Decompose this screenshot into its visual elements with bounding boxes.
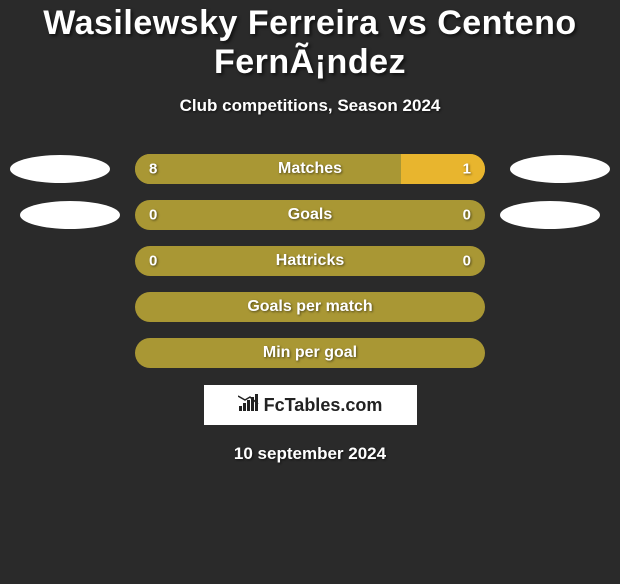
- stat-value-left: 8: [149, 161, 157, 178]
- stat-row: Goals per match: [0, 292, 620, 322]
- stat-bar: 0 Hattricks 0: [135, 246, 485, 276]
- stat-bar: 0 Goals 0: [135, 200, 485, 230]
- stat-value-right: 1: [463, 161, 471, 178]
- stat-row: 0 Goals 0: [0, 200, 620, 230]
- stat-bar: 8 Matches 1: [135, 154, 485, 184]
- subtitle: Club competitions, Season 2024: [0, 96, 620, 116]
- stat-value-right: 0: [463, 253, 471, 270]
- stat-label: Goals: [288, 206, 332, 224]
- stats-rows: 8 Matches 1 0 Goals 0 0 Hattricks: [0, 154, 620, 368]
- stat-row: 0 Hattricks 0: [0, 246, 620, 276]
- bar-right-fill: [401, 154, 485, 184]
- stat-label: Matches: [278, 160, 342, 178]
- stat-value-left: 0: [149, 207, 157, 224]
- page-title: Wasilewsky Ferreira vs Centeno FernÃ¡nde…: [0, 4, 620, 82]
- stat-row: Min per goal: [0, 338, 620, 368]
- stat-label: Hattricks: [276, 252, 344, 270]
- player-right-marker: [510, 155, 610, 183]
- logo: FcTables.com: [238, 394, 383, 417]
- date: 10 september 2024: [0, 444, 620, 464]
- stat-label: Min per goal: [263, 344, 357, 362]
- comparison-container: Wasilewsky Ferreira vs Centeno FernÃ¡nde…: [0, 4, 620, 464]
- logo-box: FcTables.com: [203, 384, 418, 426]
- stat-value-right: 0: [463, 207, 471, 224]
- stat-label: Goals per match: [247, 298, 372, 316]
- player-right-marker: [500, 201, 600, 229]
- stat-bar: Goals per match: [135, 292, 485, 322]
- player-left-marker: [10, 155, 110, 183]
- logo-text: FcTables.com: [264, 395, 383, 416]
- bar-left-fill: [135, 154, 401, 184]
- stat-bar: Min per goal: [135, 338, 485, 368]
- player-left-marker: [20, 201, 120, 229]
- stat-row: 8 Matches 1: [0, 154, 620, 184]
- stat-value-left: 0: [149, 253, 157, 270]
- bar-chart-icon: [238, 394, 260, 417]
